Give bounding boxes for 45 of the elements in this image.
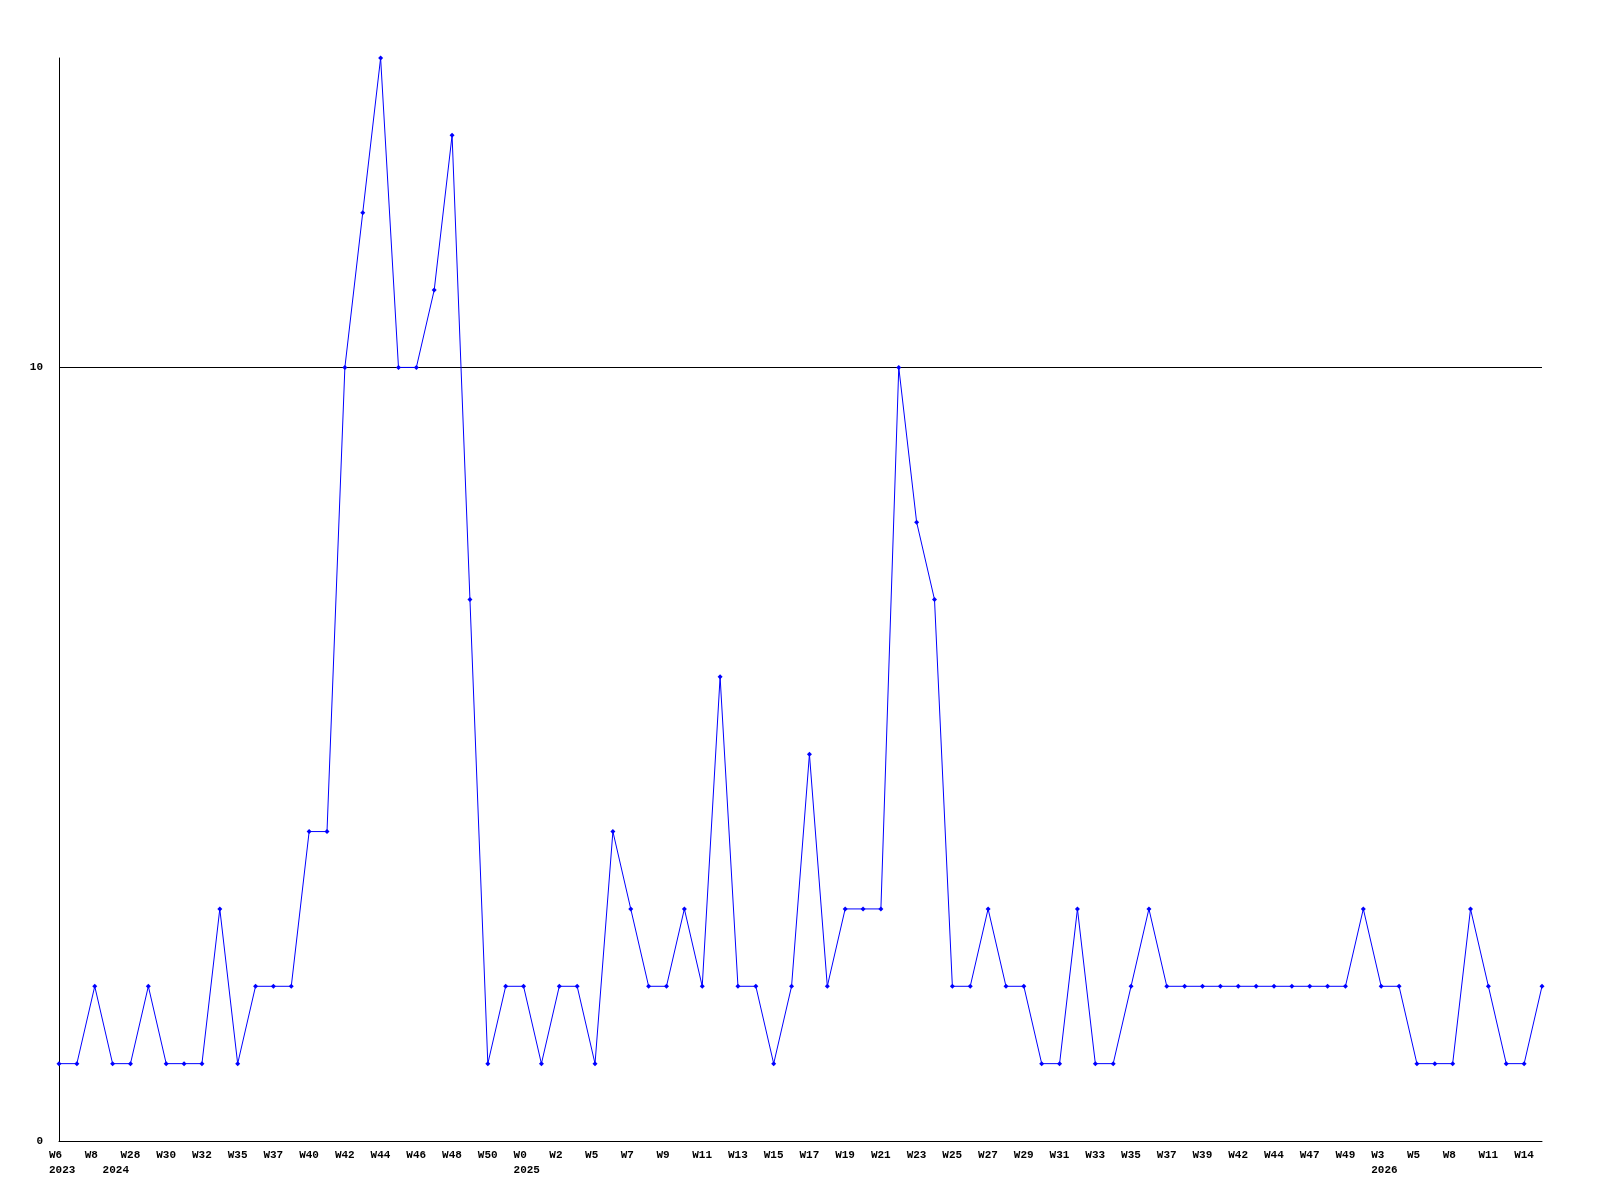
x-tick-label: W35 [227,1148,248,1161]
x-tick-label: W2 [549,1148,563,1161]
x-tick-label: W21 [870,1148,892,1161]
x-tick-label: W28 [120,1148,141,1161]
x-tick-label: W37 [1156,1148,1177,1161]
x-tick-label: W44 [1263,1148,1285,1161]
x-tick-label: W49 [1335,1148,1356,1161]
x-tick-label: W42 [1228,1148,1249,1161]
x-tick-label: W6 2023 [49,1148,76,1176]
x-tick-label: W17 [799,1148,820,1161]
x-tick-label: W15 [763,1148,784,1161]
x-tick-label: W50 [477,1148,498,1161]
x-tick-label: W42 [334,1148,355,1161]
x-tick-label: W14 [1514,1148,1535,1161]
x-tick-label: W37 [263,1148,284,1161]
x-tick-label: W5 [585,1148,599,1161]
x-tick-label: W27 [978,1148,998,1161]
x-tick-label: W23 [906,1148,927,1161]
x-tick-label: W33 [1085,1148,1106,1161]
x-tick-label: W13 [727,1148,749,1161]
x-tick-label: W30 [156,1148,177,1161]
x-tick-label: W35 [1121,1148,1142,1161]
x-tick-label: W9 [656,1148,670,1161]
x-tick-label: W31 [1049,1148,1070,1161]
x-tick-label: W19 [835,1148,855,1161]
y-tick-label: 10 [29,361,43,374]
x-tick-label: W47 [1299,1148,1320,1161]
x-tick-label: W44 [370,1148,391,1161]
x-tick-label: W11 [1478,1148,1499,1161]
x-tick-label: W32 [191,1148,212,1161]
x-tick-label: W3 2026 [1371,1148,1398,1176]
x-tick-label: W25 [942,1148,963,1161]
x-tick-label: W29 [1013,1148,1034,1161]
x-tick-label: W8 [84,1148,99,1161]
x-tick-label: W40 [299,1148,319,1161]
y-tick-label: 0 [36,1135,43,1147]
x-tick-label: W46 [406,1148,427,1161]
x-tick-label: W11 [692,1148,713,1161]
x-tick-label: W0 2025 [513,1148,541,1176]
x-tick-label: W7 [620,1148,634,1161]
x-tick-label: W39 [1192,1148,1213,1161]
x-tick-label: 2024 [102,1163,130,1176]
x-tick-label: W8 [1442,1148,1457,1161]
x-tick-label: W5 [1406,1148,1421,1161]
x-tick-label: W48 [442,1148,463,1161]
